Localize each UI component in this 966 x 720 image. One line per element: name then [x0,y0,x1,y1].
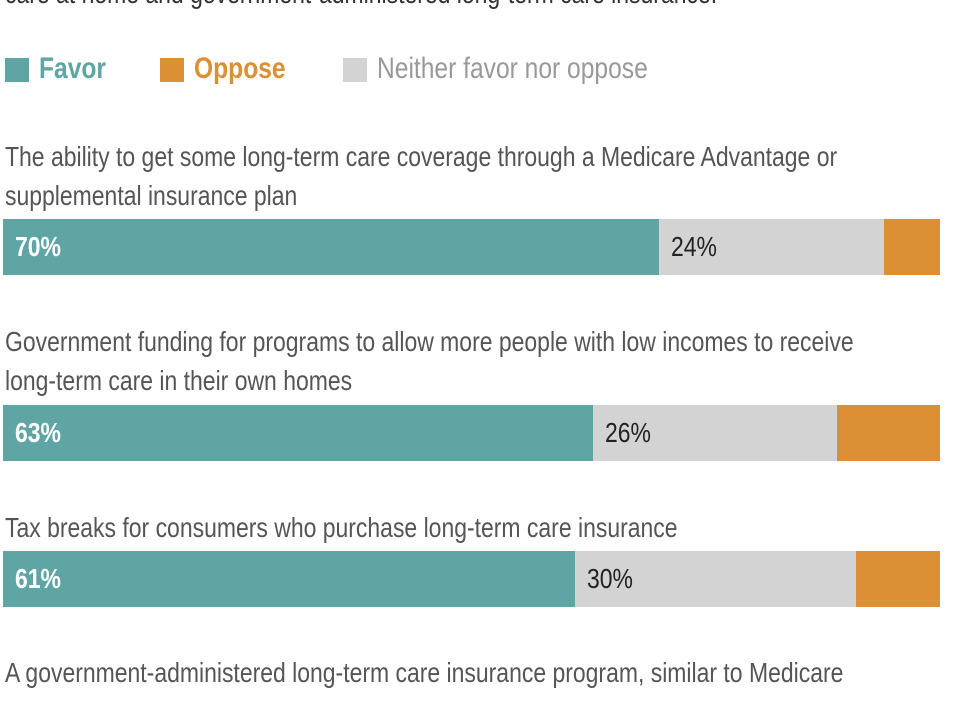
value-label: 26% [605,417,652,448]
legend-label: Neither favor nor oppose [377,52,648,85]
category-label: The ability to get some long-term care c… [5,141,838,211]
value-label: 24% [670,231,717,262]
bar-segment [836,405,940,461]
value-label: 70% [15,231,61,262]
legend-label: Oppose [194,52,286,85]
legend-swatch [343,58,367,82]
bar-segment [658,219,884,275]
legend-swatch [160,58,184,82]
bar-segment [3,219,659,275]
category-label: A government-administered long-term care… [5,657,844,688]
chart-title: care at home and government-administered… [5,0,717,10]
bar-segment [3,405,594,461]
category-label: Tax breaks for consumers who purchase lo… [5,512,678,543]
bar-segment [855,551,940,607]
category-label: Government funding for programs to allow… [5,326,854,396]
bar-segment [883,219,940,275]
legend-swatch [5,58,29,82]
value-label: 30% [586,563,633,594]
value-label: 63% [15,417,61,448]
bar-segment [3,551,575,607]
value-label: 61% [15,563,61,594]
bar-segment [574,551,856,607]
legend-label: Favor [39,52,106,85]
bar-segment [593,405,837,461]
